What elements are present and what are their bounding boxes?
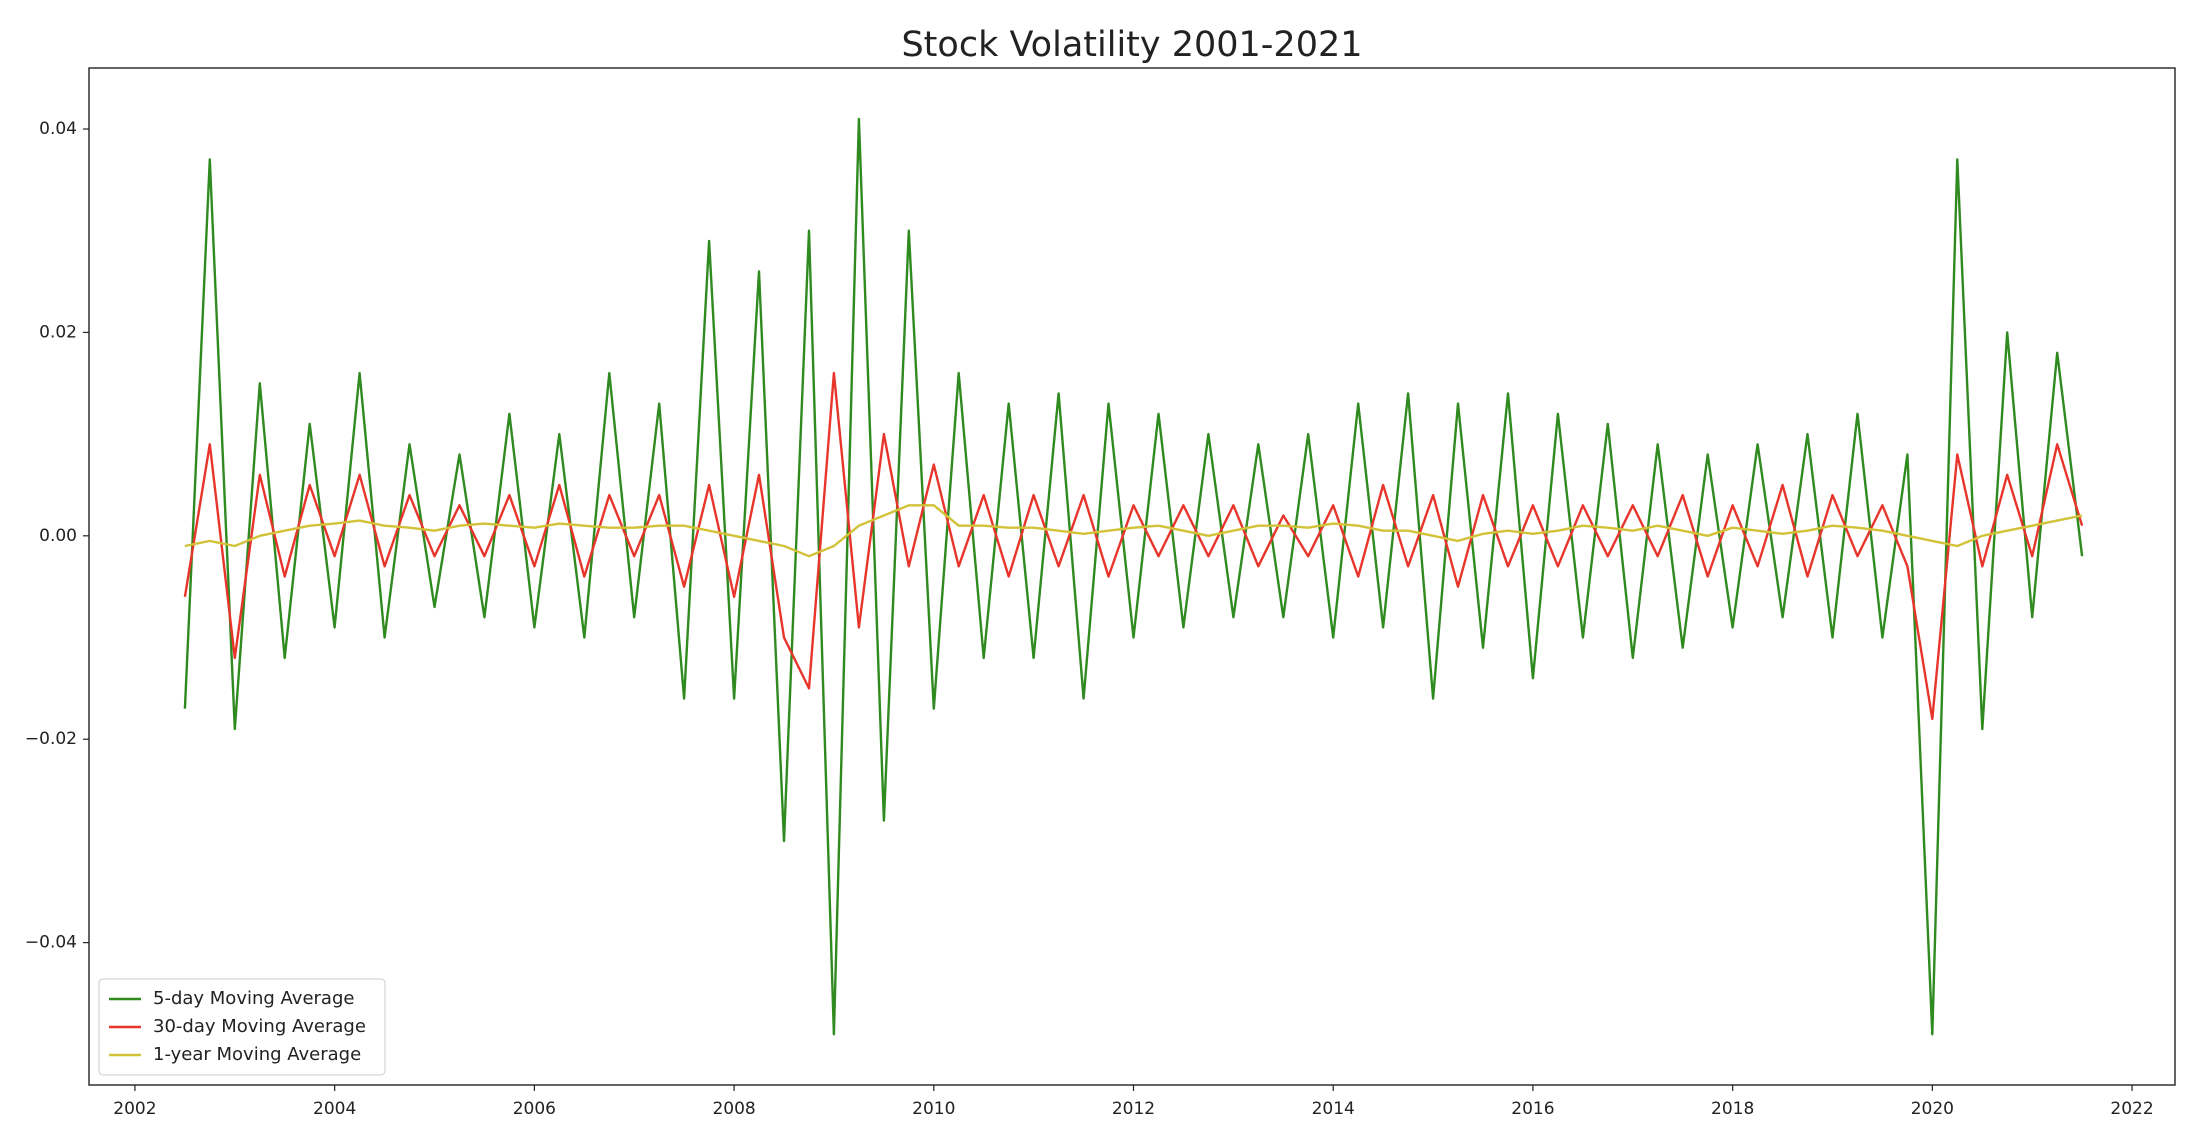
y-tick-label: 0.04	[39, 119, 77, 139]
series-line	[183, 117, 2084, 1036]
x-tick-label: 2004	[313, 1099, 356, 1119]
legend: 5-day Moving Average 30-day Moving Averag…	[98, 978, 386, 1076]
y-tick-label: −0.04	[25, 933, 77, 953]
x-tick-label: 2018	[1711, 1099, 1754, 1119]
legend-label: 1-year Moving Average	[153, 1044, 361, 1065]
x-tick-label: 2006	[513, 1099, 556, 1119]
x-tick-label: 2022	[2110, 1099, 2153, 1119]
x-tick-label: 2016	[1511, 1099, 1554, 1119]
x-tick-label: 2008	[712, 1099, 755, 1119]
series-line	[183, 371, 2084, 721]
y-tick-label: 0.02	[39, 322, 77, 342]
chart-title: Stock Volatility 2001-2021	[901, 25, 1362, 65]
legend-label: 5-day Moving Average	[153, 988, 354, 1009]
series-line	[184, 504, 2083, 558]
y-tick-label: 0.00	[39, 526, 77, 546]
legend-box	[98, 978, 386, 1076]
x-tick-label: 2014	[1312, 1099, 1355, 1119]
x-tick-label: 2020	[1911, 1099, 1954, 1119]
legend-label: 30-day Moving Average	[153, 1016, 366, 1037]
x-tick-label: 2002	[113, 1099, 156, 1119]
x-tick-label: 2012	[1112, 1099, 1155, 1119]
y-tick-label: −0.02	[25, 729, 77, 749]
plot-frame	[88, 67, 2176, 1086]
x-tick-label: 2010	[912, 1099, 955, 1119]
